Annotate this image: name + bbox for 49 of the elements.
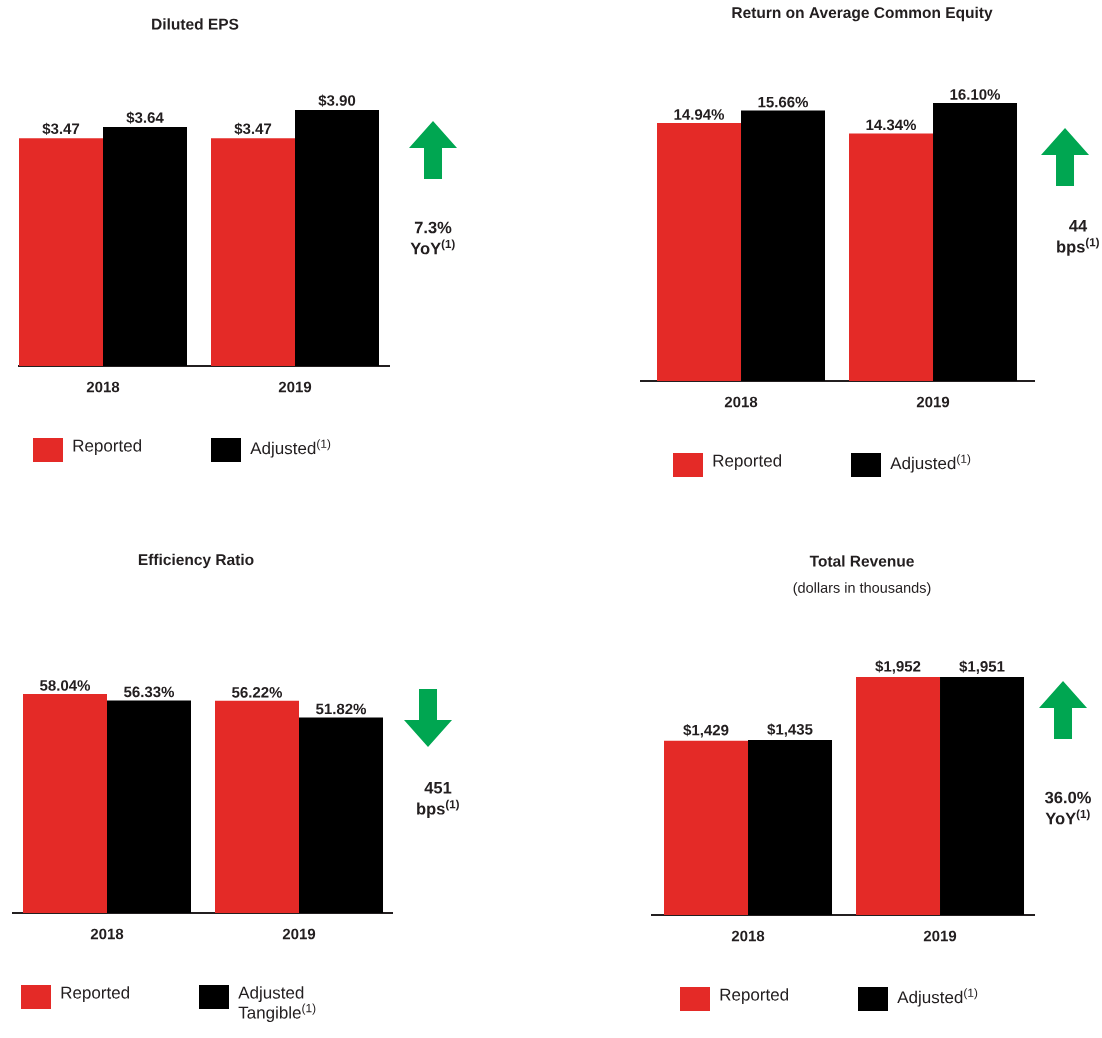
data-label: 15.66% xyxy=(758,96,809,108)
chart-title: Return on Average Common Equity xyxy=(732,6,993,22)
legend-label: Reported xyxy=(61,986,130,1003)
legend-label: Adjusted Tangible$^{(1)}$ xyxy=(238,986,316,1023)
data-label: 51.82% xyxy=(316,703,367,715)
legend-label: Reported xyxy=(720,988,789,1005)
data-label: 16.10% xyxy=(950,89,1001,100)
chart-title: Total Revenue xyxy=(809,555,914,567)
data-label: 58.04% xyxy=(40,680,91,691)
data-label: $3.47 xyxy=(42,122,80,136)
data-label: $3.64 xyxy=(126,111,164,124)
bar xyxy=(664,740,749,915)
data-label: $3.47 xyxy=(234,122,272,136)
legend-label: Adjusted$^{(1)}$ xyxy=(897,988,978,1007)
data-label: 14.34% xyxy=(866,119,917,131)
x-tick-label: 2019 xyxy=(278,381,312,393)
legend-label: Adjusted$^{(1)}$ xyxy=(890,454,971,473)
data-label: $1,952 xyxy=(875,660,921,674)
data-label: $1,435 xyxy=(767,723,813,737)
x-tick-label: 2018 xyxy=(731,930,765,942)
text: 7.3% YoY$^{(1)}$ xyxy=(410,221,455,255)
x-tick-label: 2018 xyxy=(724,396,758,408)
legend-label: Reported xyxy=(713,454,782,471)
text: 44 bps$^{(1)}$ xyxy=(1057,220,1099,256)
x-tick-label: 2019 xyxy=(282,928,316,940)
x-tick-label: 2018 xyxy=(90,928,124,940)
data-label: $3.90 xyxy=(318,94,356,107)
bar xyxy=(23,694,107,913)
x-tick-label: 2019 xyxy=(916,396,950,408)
x-tick-label: 2018 xyxy=(86,381,120,393)
bar xyxy=(940,677,1025,915)
bar xyxy=(299,717,384,913)
chart-subtitle: (dollars in thousands) xyxy=(793,582,931,596)
legend-label: Reported xyxy=(73,439,142,456)
x-tick-label: 2019 xyxy=(923,930,957,942)
data-label: 56.22% xyxy=(232,687,283,698)
bar xyxy=(107,700,191,913)
data-label: $1,951 xyxy=(959,660,1005,674)
chart-title: Diluted EPS xyxy=(152,18,239,30)
text: 36.0% YoY$^{(1)}$ xyxy=(1045,791,1091,825)
text: 451 bps$^{(1)}$ xyxy=(417,782,459,818)
bar xyxy=(748,740,833,915)
data-label: 56.33% xyxy=(124,686,175,698)
data-label: $1,429 xyxy=(683,724,729,738)
chart-title: Efficiency Ratio xyxy=(138,553,254,569)
data-label: 14.94% xyxy=(674,109,725,120)
bar xyxy=(856,677,941,915)
legend-label: Adjusted$^{(1)}$ xyxy=(250,439,331,458)
bar xyxy=(215,700,299,913)
